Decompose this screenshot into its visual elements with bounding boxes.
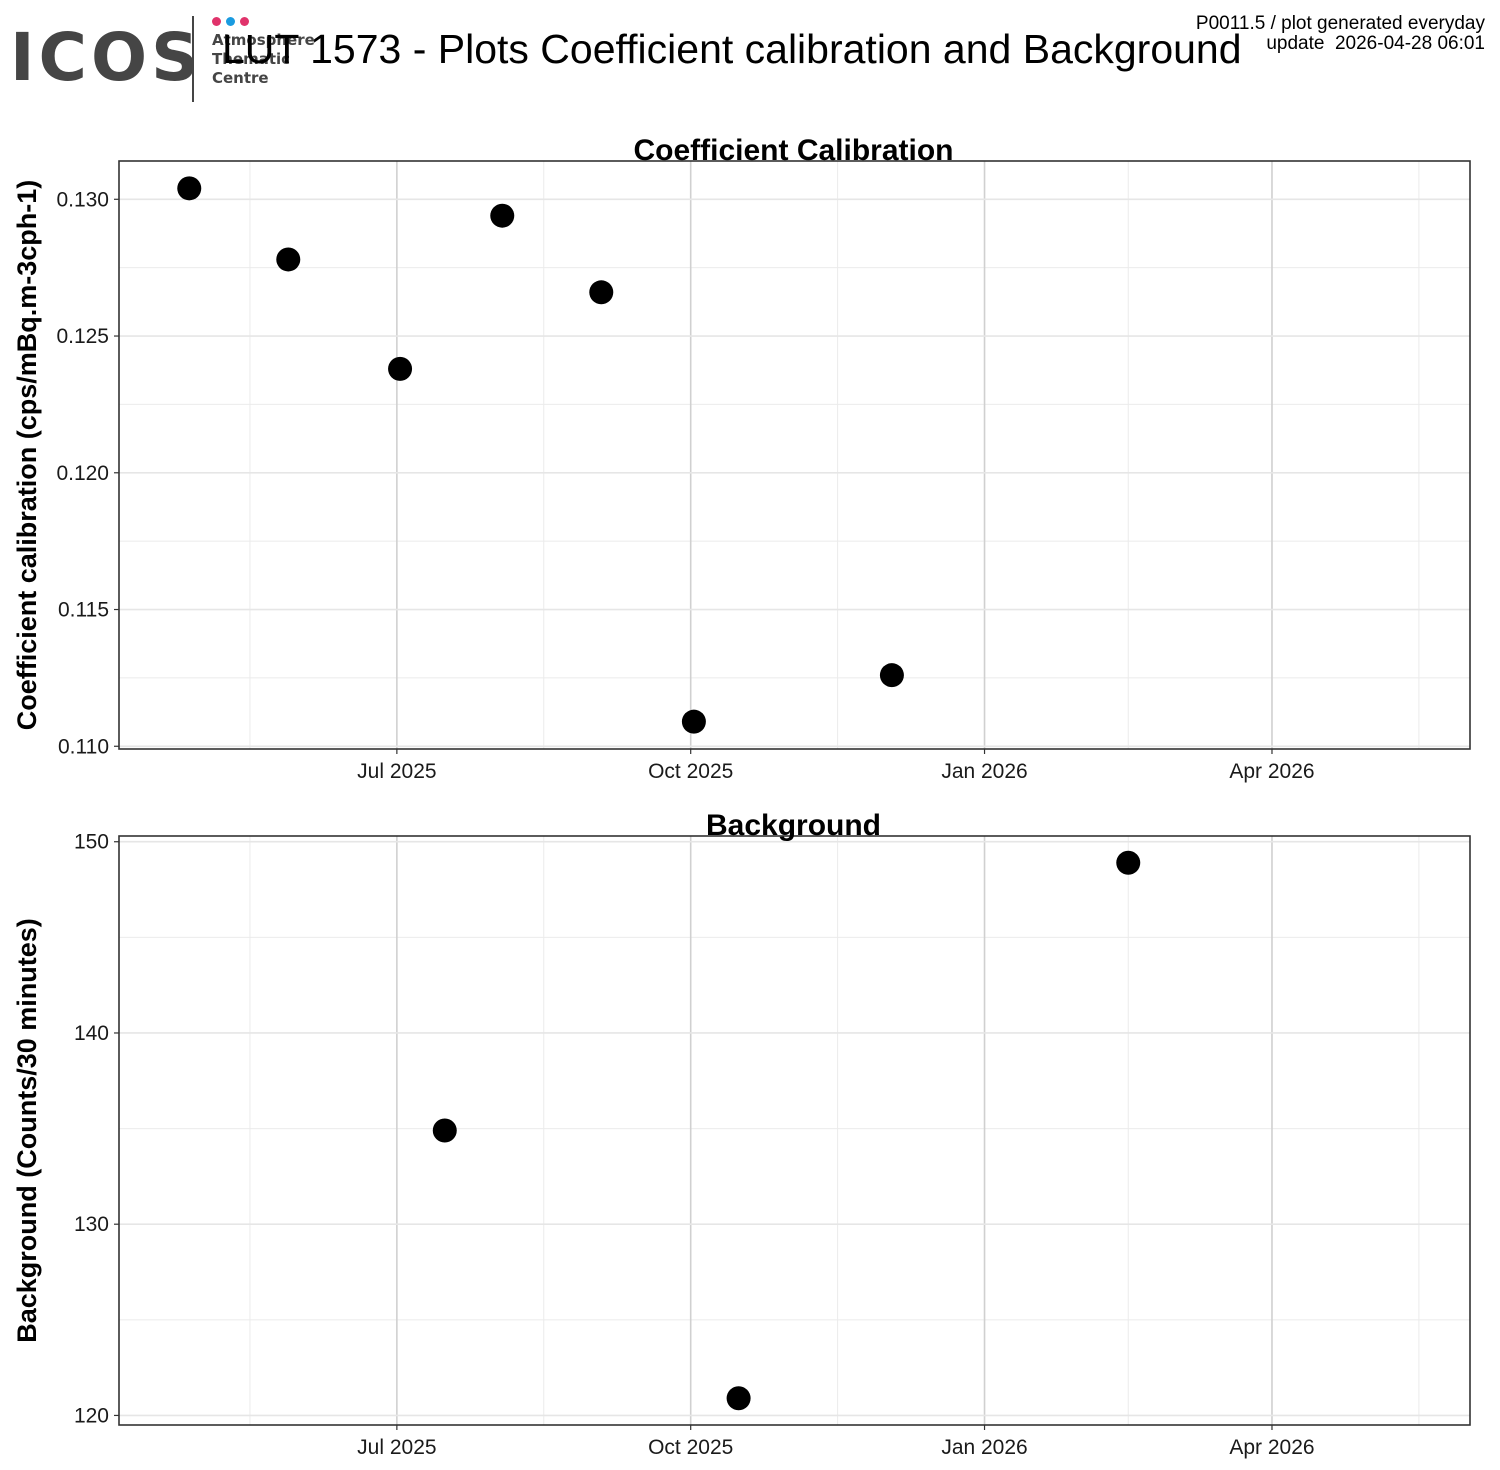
plot-panel-border [118, 160, 1471, 750]
y-axis-label: Coefficient calibration (cps/mBq.m-3cph-… [12, 180, 42, 731]
logo-dot-1 [212, 17, 221, 26]
icos-logo: ICOS Atmosphere Thematic Centre [0, 0, 330, 110]
logo-wordmark: ICOS [10, 19, 203, 96]
y-axis-label: Background (Counts/30 minutes) [12, 918, 42, 1343]
chart-panel-2: Jul 2025 Oct 2025 Jan 2026 Apr 2026 120 130 14… [12, 809, 1471, 1459]
x-tick-label: Jul 2025 [357, 760, 436, 783]
chart-title: Background [706, 809, 881, 842]
x-tick-label: Jul 2025 [357, 1436, 436, 1459]
x-tick-label: Oct 2025 [648, 760, 733, 783]
y-tick-label: 140 [74, 1022, 109, 1045]
data-point [681, 709, 706, 734]
y-tick-label: 120 [74, 1404, 109, 1427]
x-tick-label: Apr 2026 [1229, 760, 1314, 783]
data-point [276, 247, 301, 272]
logo-divider [192, 16, 194, 102]
x-tick-label: Oct 2025 [648, 1436, 733, 1459]
logo-dot-3 [240, 17, 249, 26]
y-tick-label: 0.110 [58, 735, 109, 758]
data-point [432, 1118, 457, 1143]
data-point [388, 356, 413, 381]
chart-title: Coefficient Calibration [633, 134, 953, 167]
page-title: LUT 1573 - Plots Coefficient calibration… [222, 26, 1242, 72]
y-tick-label: 0.115 [58, 599, 109, 622]
logo-tagline-line: Thematic [212, 50, 291, 68]
logo-dot-2 [226, 17, 235, 26]
data-point [726, 1386, 751, 1411]
meta-line: P0011.5 / plot generated everyday [1195, 13, 1485, 34]
data-point [177, 176, 202, 201]
logo-tagline-line: Atmosphere [212, 31, 315, 49]
data-point [879, 663, 904, 688]
y-tick-label: 0.125 [56, 325, 109, 348]
data-point [589, 280, 614, 305]
y-tick-label: 0.120 [56, 462, 109, 485]
x-tick-label: Jan 2026 [941, 760, 1027, 783]
chart-panel-1: Jul 2025 Oct 2025 Jan 2026 Apr 2026 0.110 0.1… [12, 134, 1471, 783]
meta-line: update 2026-04-28 06:01 [1266, 33, 1485, 54]
y-tick-label: 0.130 [56, 188, 109, 211]
data-point [490, 203, 515, 228]
y-tick-label: 130 [74, 1213, 109, 1236]
logo-tagline-line: Centre [212, 69, 269, 87]
logo-tagline: Atmosphere Thematic Centre [212, 31, 315, 88]
x-tick-label: Jan 2026 [941, 1436, 1027, 1459]
data-point [1116, 850, 1141, 875]
y-tick-label: 150 [74, 831, 109, 854]
plot-panel-border [118, 835, 1471, 1426]
update-info: P0011.5 / plot generated everyday update … [1196, 14, 1485, 54]
x-tick-label: Apr 2026 [1229, 1436, 1314, 1459]
